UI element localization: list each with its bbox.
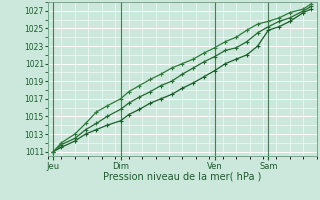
X-axis label: Pression niveau de la mer( hPa ): Pression niveau de la mer( hPa ) xyxy=(103,172,261,182)
